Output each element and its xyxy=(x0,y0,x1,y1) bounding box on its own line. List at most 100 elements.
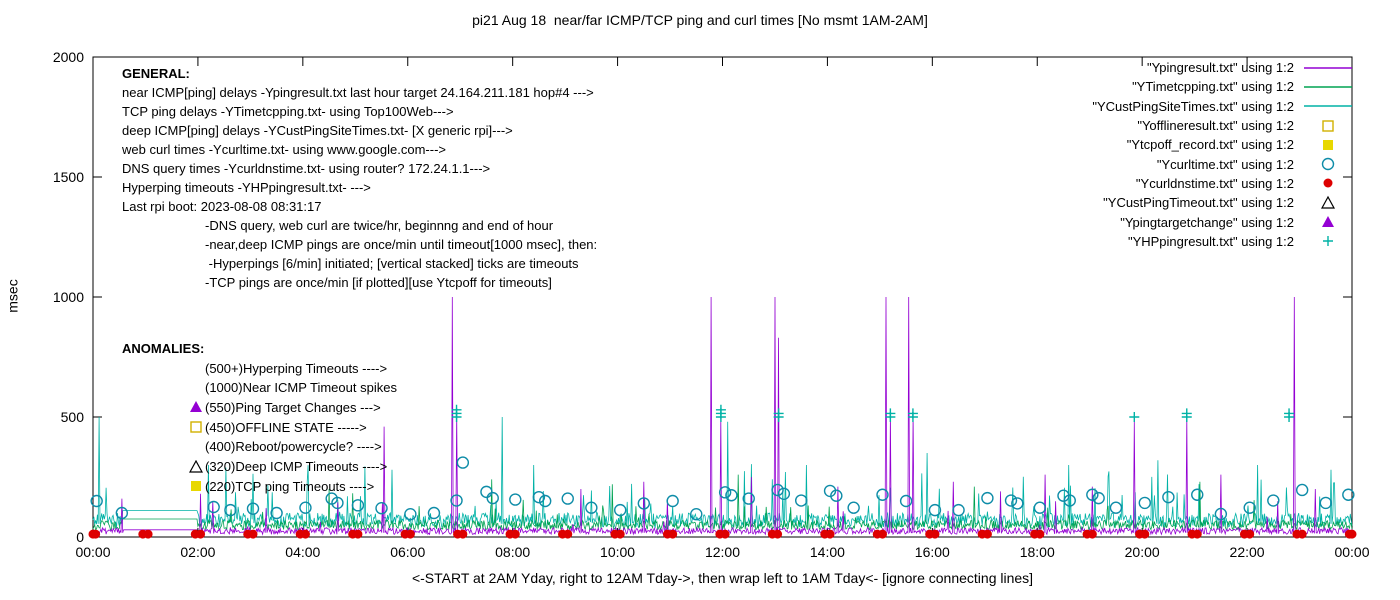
legend-item-label: "Ycurltime.txt" using 1:2 xyxy=(1156,156,1294,172)
x-tick-label: 12:00 xyxy=(705,544,740,560)
legend-marker-icon xyxy=(1323,236,1333,247)
point-marker xyxy=(720,529,730,539)
legend-item: "Yofflineresult.txt" using 1:2 xyxy=(1092,116,1356,135)
legend-item: "YCustPingSiteTimes.txt" using 1:2 xyxy=(1092,97,1356,116)
point-marker xyxy=(1033,501,1047,514)
general-info-line: deep ICMP[ping] delays -YCustPingSiteTim… xyxy=(122,123,513,138)
general-heading: GENERAL: xyxy=(122,66,190,81)
legend-marker-icon xyxy=(1304,66,1352,69)
point-marker xyxy=(207,500,220,514)
point-marker xyxy=(510,529,520,539)
point-marker xyxy=(982,529,992,539)
x-tick-label: 02:00 xyxy=(180,544,215,560)
point-marker xyxy=(538,494,552,508)
point-marker xyxy=(725,489,738,502)
point-marker xyxy=(189,459,203,473)
point-marker xyxy=(1086,488,1099,501)
point-marker xyxy=(248,529,258,539)
point-marker xyxy=(480,485,493,499)
legend-marker-icon xyxy=(1323,139,1333,150)
legend-item: "YCustPingTimeout.txt" using 1:2 xyxy=(1092,193,1356,212)
point-marker xyxy=(877,529,887,539)
anomaly-line: (450)OFFLINE STATE -----> xyxy=(189,419,367,435)
legend-item-label: "Ytcpoff_record.txt" using 1:2 xyxy=(1126,137,1294,153)
general-info-line: DNS query times -Ycurldnstime.txt- using… xyxy=(122,161,491,176)
x-tick-label: 08:00 xyxy=(495,544,530,560)
point-marker xyxy=(196,529,206,539)
point-marker xyxy=(771,483,784,497)
point-marker xyxy=(1063,494,1076,507)
point-marker xyxy=(143,529,153,539)
y-tick-label: 1000 xyxy=(53,289,84,305)
point-marker xyxy=(742,492,755,505)
series-line xyxy=(92,416,1353,529)
legend-item-label: "Ypingresult.txt" using 1:2 xyxy=(1146,60,1294,76)
point-marker xyxy=(375,502,388,515)
point-marker xyxy=(718,486,732,499)
legend-item: "YTimetcpping.txt" using 1:2 xyxy=(1092,77,1356,96)
anomaly-line: (220)TCP ping Timeouts ----> xyxy=(189,478,374,494)
point-marker xyxy=(668,529,678,539)
point-marker xyxy=(615,529,625,539)
point-marker xyxy=(405,529,415,539)
legend-item-label: "Yofflineresult.txt" using 1:2 xyxy=(1137,118,1294,134)
point-marker xyxy=(1129,412,1140,422)
point-marker xyxy=(451,404,462,415)
general-info-line: TCP ping delays -YTimetcpping.txt- using… xyxy=(122,104,454,119)
point-marker xyxy=(427,506,441,520)
point-marker xyxy=(830,489,843,502)
general-info-line: Last rpi boot: 2023-08-08 08:31:17 xyxy=(122,199,322,214)
anomaly-line-label: (320)Deep ICMP Timeouts ----> xyxy=(205,459,388,474)
anomaly-triangle-filled-icon xyxy=(189,400,205,414)
point-marker xyxy=(115,506,129,520)
point-marker xyxy=(847,501,860,514)
point-marker xyxy=(486,491,499,505)
point-marker xyxy=(585,501,598,514)
point-marker xyxy=(90,494,103,508)
point-marker xyxy=(1321,157,1335,171)
point-marker xyxy=(270,506,283,520)
legend-item-label: "Ycurldnstime.txt" using 1:2 xyxy=(1135,175,1294,191)
legend-marker-icon xyxy=(1323,178,1333,188)
legend-item: "Ypingresult.txt" using 1:2 xyxy=(1092,58,1356,77)
point-marker xyxy=(450,494,463,507)
point-marker xyxy=(458,529,468,539)
anomaly-triangle-open-icon xyxy=(189,459,205,474)
anomaly-line-label: (1000)Near ICMP Timeout spikes xyxy=(205,380,397,396)
general-note-line: -near,deep ICMP pings are once/min until… xyxy=(205,237,598,252)
point-marker xyxy=(1323,178,1333,188)
point-marker xyxy=(981,491,994,505)
point-marker xyxy=(532,490,546,504)
point-marker xyxy=(1035,529,1045,539)
point-marker xyxy=(1214,507,1228,521)
anomaly-marker-slot xyxy=(189,440,205,454)
point-marker xyxy=(666,494,679,508)
point-marker xyxy=(300,529,310,539)
anomaly-marker-slot xyxy=(189,381,205,395)
point-marker xyxy=(190,401,202,413)
anomaly-square-filled-icon xyxy=(189,479,205,493)
legend-marker-icon xyxy=(1320,195,1336,209)
point-marker xyxy=(907,408,918,419)
point-marker xyxy=(715,404,726,415)
legend-marker-icon xyxy=(1322,119,1334,132)
legend-item: "Ytcpoff_record.txt" using 1:2 xyxy=(1092,135,1356,154)
point-marker xyxy=(1347,529,1357,539)
point-marker xyxy=(1297,529,1307,539)
anomaly-line: (320)Deep ICMP Timeouts ----> xyxy=(189,459,387,475)
anomaly-line-label: (400)Reboot/powercycle? ----> xyxy=(205,439,382,455)
anomaly-line-label: (550)Ping Target Changes ---> xyxy=(205,399,381,415)
point-marker xyxy=(1140,529,1150,539)
point-marker xyxy=(928,503,942,517)
point-marker xyxy=(777,487,791,500)
x-tick-label: 06:00 xyxy=(390,544,425,560)
point-marker xyxy=(353,529,363,539)
x-tick-label: 18:00 xyxy=(1020,544,1055,560)
anomaly-line: (400)Reboot/powercycle? ----> xyxy=(189,439,382,455)
legend-marker-icon xyxy=(1321,157,1335,171)
point-marker xyxy=(1243,501,1256,514)
legend-item-label: "YTimetcpping.txt" using 1:2 xyxy=(1132,79,1294,95)
point-marker xyxy=(224,503,237,517)
